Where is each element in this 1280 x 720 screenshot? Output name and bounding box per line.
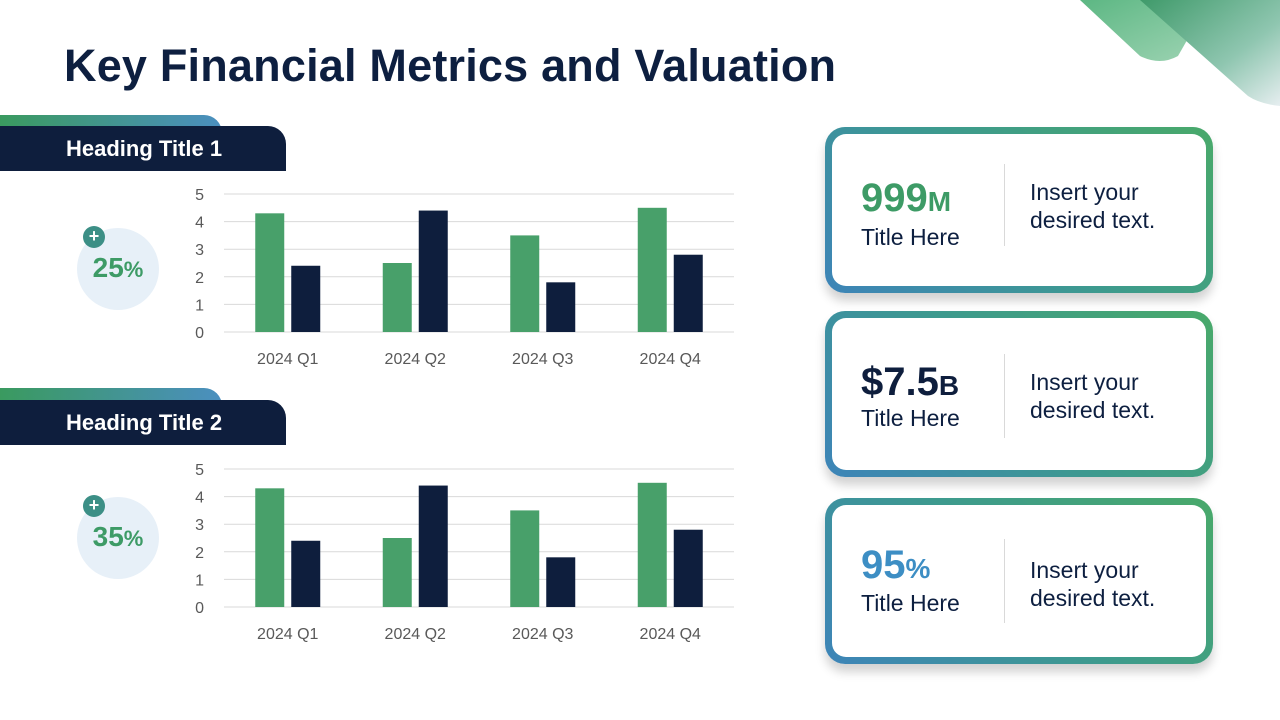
bar-2 [291,265,321,332]
x-tick-label: 2024 Q4 [640,351,701,368]
metric-label: Title Here [861,224,960,250]
y-tick-label: 3 [195,517,204,534]
metric-value: 999M [861,178,951,218]
bar-1 [637,482,667,607]
metric-description: Insert your desired text. [1030,179,1156,233]
metric-number: 95 [861,543,906,587]
x-tick-label: 2024 Q3 [512,351,573,368]
metric-card-2: $7.5B Title Here Insert your desired tex… [825,311,1213,477]
bar-1 [382,538,412,607]
y-tick-label: 4 [195,490,204,507]
x-tick-label: 2024 Q1 [257,626,318,643]
y-tick-label: 2 [195,270,204,287]
bar-2 [418,210,448,332]
x-tick-label: 2024 Q2 [385,626,446,643]
y-tick-label: 0 [195,600,204,617]
x-tick-label: 2024 Q2 [385,351,446,368]
metric-card-body: $7.5B Title Here Insert your desired tex… [832,318,1206,470]
y-tick-label: 4 [195,215,204,232]
bar-2 [291,540,321,607]
y-tick-label: 2 [195,545,204,562]
metric-card-3: 95% Title Here Insert your desired text. [825,498,1213,664]
plus-icon: + [83,495,105,517]
y-tick-label: 1 [195,297,204,314]
percent-unit: % [123,526,144,551]
bar-chart-2: 0 1 2 3 4 5 2024 Q1 2024 Q2 2024 Q3 2024 Q4 [195,462,734,643]
plus-icon: + [83,226,105,248]
metric-label: Title Here [861,405,960,431]
y-tick-label: 3 [195,242,204,259]
percent-unit: % [123,257,144,282]
corner-decoration [1080,0,1280,106]
bar-2 [546,557,576,607]
metric-card-body: 999M Title Here Insert your desired text… [832,134,1206,286]
metric-card-1: 999M Title Here Insert your desired text… [825,127,1213,293]
bar-1 [510,235,540,332]
bar-1 [255,213,285,332]
x-tick-label: 2024 Q3 [512,626,573,643]
bar-2 [418,485,448,607]
bar-1 [255,488,285,607]
metric-number: $7.5 [861,360,939,404]
card-divider [1004,354,1005,438]
y-tick-label: 5 [195,462,204,479]
x-tick-label: 2024 Q1 [257,351,318,368]
metric-description: Insert your desired text. [1030,369,1156,423]
metric-card-body: 95% Title Here Insert your desired text. [832,505,1206,657]
metric-label: Title Here [861,590,960,616]
metric-unit: M [927,186,952,217]
metric-value: $7.5B [861,362,959,402]
bar-1 [382,263,412,332]
metric-unit: B [938,370,960,401]
bar-2 [546,282,576,332]
bar-2 [673,529,703,607]
page-title: Key Financial Metrics and Valuation [64,40,837,91]
bar-2 [673,254,703,332]
heading-title-2: Heading Title 2 [0,400,286,445]
y-tick-label: 5 [195,187,204,204]
card-divider [1004,164,1005,246]
percent-value-2: 35% [73,521,163,553]
metric-value: 95% [861,545,930,585]
heading-title-1: Heading Title 1 [0,126,286,171]
percent-value-1: 25% [73,252,163,284]
percent-number: 25 [92,252,124,283]
y-tick-label: 0 [195,325,204,342]
card-divider [1004,539,1005,623]
bar-chart-1: 0 1 2 3 4 5 2024 Q1 2024 Q2 2024 Q3 2024 Q4 [195,187,734,368]
y-tick-label: 1 [195,572,204,589]
metric-number: 999 [861,176,928,220]
bar-1 [510,510,540,607]
x-tick-label: 2024 Q4 [640,626,701,643]
metric-description: Insert your desired text. [1030,557,1156,611]
percent-number: 35 [92,521,124,552]
metric-unit: % [905,553,931,584]
bar-1 [637,207,667,332]
